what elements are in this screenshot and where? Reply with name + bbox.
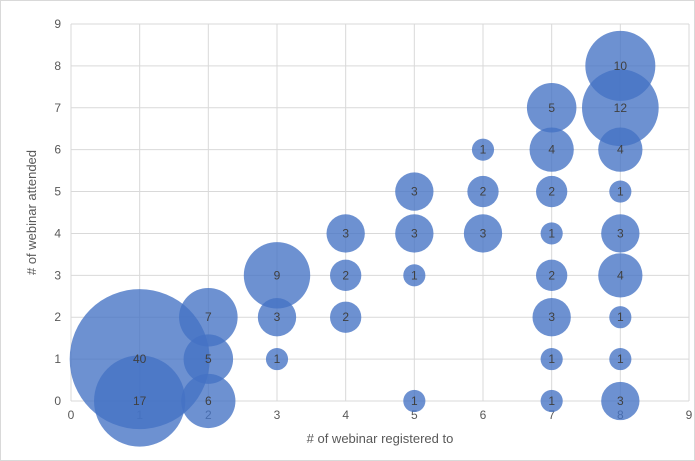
bubble-label: 2 — [548, 268, 555, 282]
bubble — [529, 127, 574, 172]
bubble — [403, 389, 426, 413]
bubble-label: 3 — [617, 226, 624, 240]
y-tick-label: 7 — [54, 101, 61, 115]
bubble — [326, 214, 365, 253]
bubble — [94, 355, 186, 447]
bubble — [330, 259, 362, 291]
bubble — [183, 334, 234, 384]
bubble-label: 3 — [411, 226, 418, 240]
bubble-label: 10 — [614, 59, 628, 73]
bubble-label: 5 — [548, 101, 555, 115]
bubble — [179, 287, 238, 347]
bubble-label: 1 — [548, 394, 555, 408]
x-tick-label: 6 — [480, 408, 487, 422]
bubble — [609, 180, 632, 203]
y-tick-label: 5 — [54, 185, 61, 199]
bubble-label: 9 — [274, 268, 281, 282]
y-tick-label: 4 — [54, 226, 61, 240]
bubble — [598, 253, 643, 298]
bubble — [536, 259, 568, 291]
bubble — [609, 348, 632, 371]
bubble — [540, 222, 563, 245]
bubble — [598, 127, 643, 172]
y-axis-title: # of webinar attended — [24, 150, 39, 275]
x-tick-label: 7 — [548, 408, 555, 422]
bubble-label: 1 — [617, 352, 624, 366]
bubble — [581, 69, 659, 147]
bubble-label: 3 — [342, 226, 349, 240]
bubble — [330, 301, 362, 333]
bubble-label: 3 — [480, 226, 487, 240]
bubble-label: 5 — [205, 352, 212, 366]
bubble-label: 2 — [548, 185, 555, 199]
bubble-label: 3 — [548, 310, 555, 324]
bubble-label: 17 — [133, 394, 147, 408]
bubble-label: 3 — [411, 185, 418, 199]
x-tick-label: 3 — [274, 408, 281, 422]
bubble — [601, 381, 640, 421]
bubble-label: 6 — [205, 394, 212, 408]
bubble — [601, 214, 640, 253]
bubble-label: 1 — [411, 394, 418, 408]
bubble-label: 1 — [617, 310, 624, 324]
bubble — [403, 264, 426, 287]
bubble-label: 1 — [480, 143, 487, 157]
y-tick-label: 0 — [54, 394, 61, 408]
y-tick-label: 8 — [54, 59, 61, 73]
y-tick-label: 2 — [54, 310, 61, 324]
bubble-label: 1 — [548, 352, 555, 366]
x-axis-title: # of webinar registered to — [307, 431, 454, 446]
bubble — [609, 306, 632, 329]
bubble-label: 1 — [411, 268, 418, 282]
bubble-label: 1 — [548, 226, 555, 240]
bubble-label: 4 — [548, 143, 555, 157]
bubble-label: 7 — [205, 310, 212, 324]
bubble — [265, 348, 289, 371]
bubble — [526, 83, 577, 133]
bubble-label: 1 — [274, 352, 281, 366]
y-tick-label: 9 — [54, 17, 61, 31]
bubble-label: 40 — [133, 352, 147, 366]
bubble — [471, 138, 495, 161]
y-tick-label: 1 — [54, 352, 61, 366]
bubble — [395, 172, 434, 211]
bubble — [181, 373, 236, 429]
bubble — [540, 389, 563, 413]
bubble-label: 2 — [342, 268, 349, 282]
bubbles — [69, 30, 659, 447]
x-tick-label: 9 — [686, 408, 693, 422]
x-tick-label: 0 — [68, 408, 75, 422]
bubble-label: 4 — [617, 143, 624, 157]
bubble — [243, 242, 311, 309]
bubble — [540, 348, 563, 371]
bubble-label: 3 — [617, 394, 624, 408]
bubble — [395, 214, 434, 253]
bubble — [463, 214, 503, 253]
bubble-label: 3 — [274, 310, 281, 324]
x-tick-label: 5 — [411, 408, 418, 422]
bubble — [257, 298, 297, 337]
bubble-label: 1 — [617, 185, 624, 199]
bubble-label: 4 — [617, 268, 624, 282]
y-tick-label: 6 — [54, 143, 61, 157]
bubble — [467, 175, 499, 208]
bubble — [536, 175, 568, 208]
bubble-label: 2 — [342, 310, 349, 324]
bubble-label: 2 — [480, 185, 487, 199]
y-tick-label: 3 — [54, 268, 61, 282]
bubble-label: 12 — [614, 101, 628, 115]
x-tick-label: 4 — [342, 408, 349, 422]
bubble — [532, 298, 571, 337]
